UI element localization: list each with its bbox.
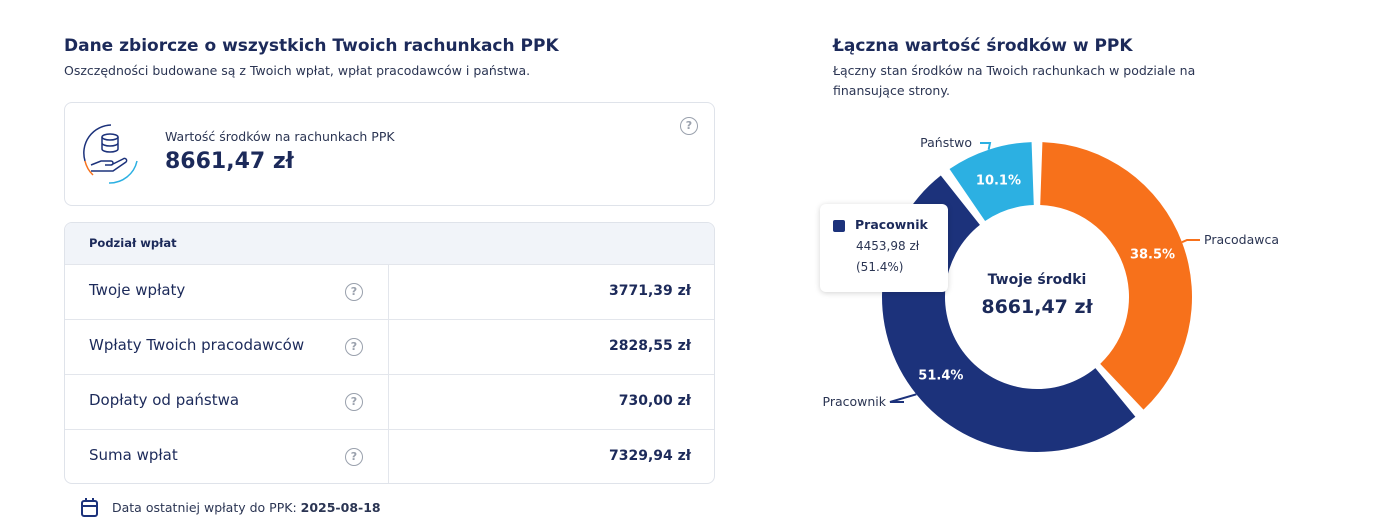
last-payment-label: Data ostatniej wpłaty do PPK: [112, 500, 297, 515]
donut-chart: Twoje środki 8661,47 zł 38.5% Pracodawca 5… [823, 135, 1279, 453]
segment-percent: 38.5% [1130, 247, 1175, 262]
section-subtitle: Łączny stan środków na Twoich rachunkach… [833, 63, 1196, 98]
contributions-table: Podział wpłat Twoje wpłaty 3771,39 zł? Wpł… [64, 222, 715, 484]
segment-name: Państwo [920, 135, 972, 150]
leader-line [1181, 239, 1200, 244]
segment-name: Pracodawca [1204, 232, 1279, 247]
table-header-text: Podział wpłat [89, 236, 177, 250]
tooltip-amount: 4453,98 zł [856, 239, 920, 253]
help-icon[interactable]: ? [345, 283, 363, 301]
row-value: 730,00 zł [618, 393, 691, 409]
tooltip-swatch [833, 220, 845, 232]
row-value: 2828,55 zł [609, 338, 691, 354]
tooltip-name: Pracownik [855, 217, 928, 232]
calendar-icon [81, 498, 98, 517]
leader-line [980, 142, 992, 150]
tooltip: Pracownik 4453,98 zł (51.4%) [820, 204, 948, 292]
last-payment-date: 2025-08-18 [300, 500, 381, 515]
row-label: Dopłaty od państwa [89, 391, 240, 409]
tooltip-share: (51.4%) [856, 260, 904, 274]
section-subtitle: Oszczędności budowane są z Twoich wpłat,… [64, 63, 531, 78]
help-icon[interactable]: ? [345, 338, 363, 356]
section-title: Dane zbiorcze o wszystkich Twoich rachun… [64, 36, 559, 56]
row-label: Twoje wpłaty [89, 281, 186, 299]
segment-percent: 10.1% [976, 174, 1021, 189]
last-payment: Data ostatniej wpłaty do PPK: 2025-08-18 [112, 500, 381, 515]
summary-value: 8661,47 zł [165, 149, 294, 174]
donut-segment [1040, 142, 1192, 410]
help-icon[interactable]: ? [345, 448, 363, 466]
table-row: Dopłaty od państwa 730,00 zł? [65, 374, 714, 429]
table-row: Twoje wpłaty 3771,39 zł? [65, 264, 714, 319]
coins-icon [83, 124, 138, 184]
table-row: Suma wpłat 7329,94 zł? [65, 429, 714, 483]
row-label: Suma wpłat [89, 446, 178, 464]
leader-line [889, 393, 917, 403]
donut-segment [949, 142, 1034, 222]
segment-percent: 51.4% [918, 369, 963, 384]
segment-name: Pracownik [823, 394, 887, 409]
summary-label: Wartość środków na rachunkach PPK [165, 129, 395, 144]
table-row: Wpłaty Twoich pracodawców 2828,55 zł? [65, 319, 714, 374]
help-icon[interactable]: ? [680, 117, 698, 135]
row-value: 3771,39 zł [609, 283, 691, 299]
section-title: Łączna wartość środków w PPK [833, 36, 1133, 56]
summary-card: Wartość środków na rachunkach PPK 8661,4… [64, 102, 715, 206]
row-value: 7329,94 zł [609, 448, 691, 464]
row-label: Wpłaty Twoich pracodawców [89, 336, 305, 354]
center-label: Twoje środki [988, 272, 1087, 288]
column-divider [388, 264, 389, 483]
help-icon[interactable]: ? [345, 393, 363, 411]
center-value: 8661,47 zł [981, 296, 1093, 318]
table-header [65, 223, 714, 264]
